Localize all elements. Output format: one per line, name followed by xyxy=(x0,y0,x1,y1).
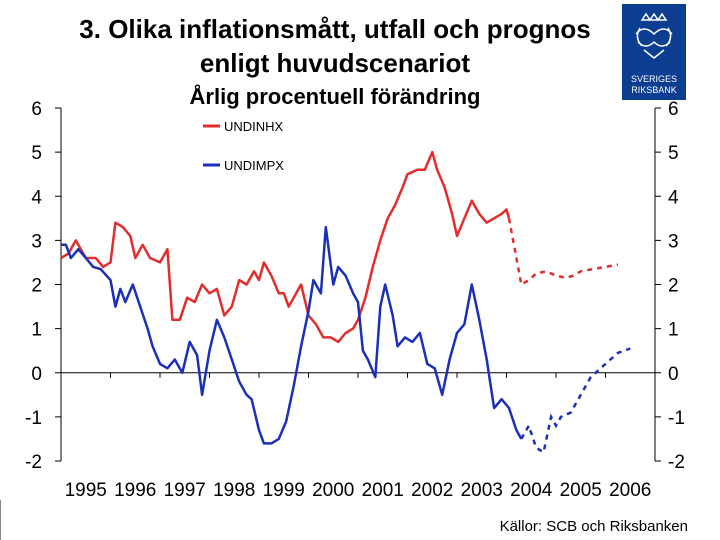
y-tick-label-right: 3 xyxy=(668,231,679,252)
y-tick-label-right: 0 xyxy=(668,364,679,385)
y-tick-label-left: -1 xyxy=(25,408,42,429)
logo-text-line2: RIKSBANK xyxy=(631,85,677,95)
y-tick-label-right: 4 xyxy=(668,187,679,208)
logo-text-line1: SVERIGES xyxy=(631,74,677,84)
x-tick-label: 1999 xyxy=(263,480,305,501)
y-tick-label-right: 1 xyxy=(668,320,679,341)
y-tick-label-left: -2 xyxy=(25,452,42,473)
chart-title-line2: enligt huvudscenariot xyxy=(199,48,471,78)
series-undimpx-forecast-line xyxy=(520,347,631,455)
x-tick-label: 2000 xyxy=(312,480,354,501)
y-tick-label-right: -1 xyxy=(668,408,685,429)
series-undimpx-outcome-line xyxy=(61,225,523,445)
x-tick-label: 2004 xyxy=(510,480,553,501)
series-undinhx-outcome-line xyxy=(60,150,511,344)
y-tick-label-right: 5 xyxy=(668,143,679,164)
y-tick-label-left: 3 xyxy=(31,231,42,252)
y-tick-label-right: 2 xyxy=(668,276,679,297)
legend-label-undimpx: UNDIMPX xyxy=(224,158,284,173)
slide-edge-line xyxy=(0,500,9,540)
y-tick-label-right: 6 xyxy=(668,99,679,120)
chart-subtitle: Årlig procentuell förändring xyxy=(189,84,481,109)
x-tick-label: 2001 xyxy=(362,480,404,501)
chart-legend: UNDINHX UNDIMPX xyxy=(203,119,284,173)
x-tick-label: 1998 xyxy=(213,480,255,501)
x-tick-label: 1997 xyxy=(164,480,206,501)
series-lines xyxy=(60,150,631,455)
y-tick-label-left: 1 xyxy=(31,320,42,341)
chart-title-line1: 3. Olika inflationsmått, utfall och prog… xyxy=(79,14,591,44)
y-tick-label-left: 5 xyxy=(31,143,42,164)
series-undinhx-forecast-line xyxy=(507,218,619,287)
chart-axes xyxy=(55,107,661,462)
x-tick-label: 1995 xyxy=(65,480,107,501)
y-tick-label-left: 6 xyxy=(31,99,42,120)
x-tick-label: 2005 xyxy=(560,480,602,501)
tick-labels: 6 6 5 5 4 4 3 3 2 2 1 1 0 0 -1 -1 -2 -2 1995 1996 1997 1998 19… xyxy=(25,99,685,501)
source-note: Källor: SCB och Riksbanken xyxy=(499,518,688,535)
x-tick-label: 2006 xyxy=(609,480,651,501)
y-tick-label-left: 4 xyxy=(31,187,42,208)
legend-label-undinhx: UNDINHX xyxy=(224,119,284,134)
x-tick-label: 2003 xyxy=(461,480,503,501)
x-tick-label: 2002 xyxy=(411,480,453,501)
y-tick-label-left: 2 xyxy=(31,276,42,297)
riksbank-logo: SVERIGES RIKSBANK xyxy=(622,4,686,100)
y-tick-label-right: -2 xyxy=(668,452,685,473)
y-tick-label-left: 0 xyxy=(31,364,42,385)
x-tick-label: 1996 xyxy=(114,480,156,501)
